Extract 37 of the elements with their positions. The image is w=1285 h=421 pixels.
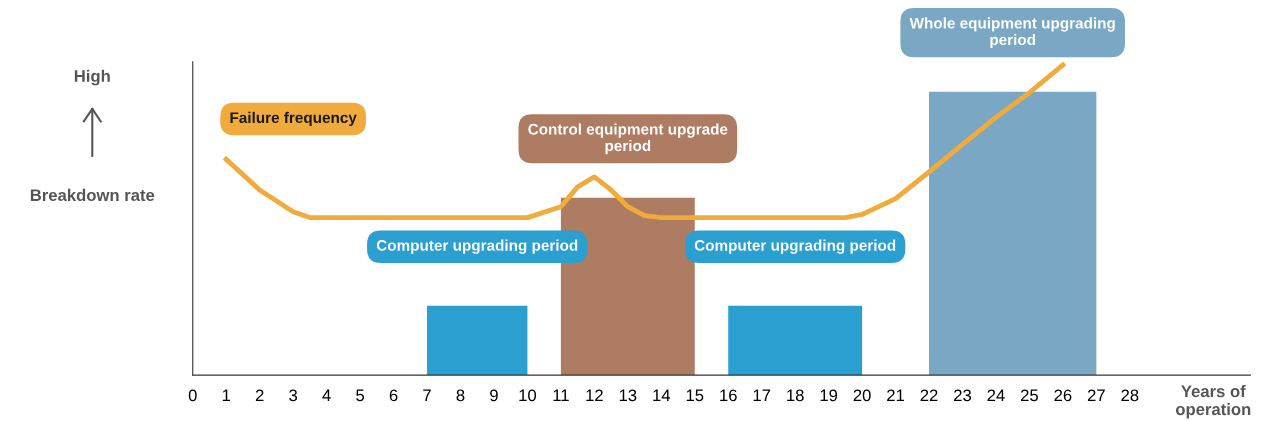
x-tick-label: 20 (853, 389, 871, 402)
text: Computer upgrading period (376, 239, 578, 254)
x-tick-label: 27 (1087, 389, 1105, 402)
x-tick-label: 19 (820, 389, 838, 402)
x-tick-label: 24 (987, 389, 1005, 402)
x-tick-label: 21 (887, 389, 905, 402)
x-tick-label: 10 (519, 389, 537, 402)
x-tick-label: 22 (920, 389, 938, 402)
x-tick-label: 11 (553, 389, 569, 402)
text: Computer upgrading period (694, 239, 896, 254)
text: Whole equipment upgrading period (909, 17, 1115, 49)
text: High (74, 69, 110, 86)
x-tick-label: 26 (1054, 389, 1072, 402)
x-tick-label: 28 (1121, 389, 1139, 402)
x-tick-label: 8 (456, 389, 465, 402)
x-tick-label: 5 (356, 389, 365, 402)
x-tick-label: 16 (720, 389, 737, 402)
x-tick-label: 14 (653, 389, 671, 402)
x-tick-label: 12 (586, 389, 603, 402)
y-axis-title: Breakdown rate (30, 188, 155, 202)
x-tick-label: 3 (289, 389, 298, 402)
text: Control equipment upgrade period (528, 123, 728, 155)
x-tick-label: 7 (423, 389, 431, 402)
x-axis-title: Years of operation (1175, 384, 1251, 419)
x-tick-label: 13 (619, 389, 637, 402)
x-tick-label: 25 (1020, 389, 1038, 402)
x-tick-label: 4 (322, 389, 331, 402)
x-tick-label: 9 (490, 389, 498, 402)
x-tick-label: 15 (686, 389, 704, 402)
x-tick-label: 0 (188, 389, 197, 402)
x-tick-label: 17 (753, 389, 771, 402)
text: Failure frequency (230, 111, 357, 127)
x-tick-label: 23 (954, 389, 972, 402)
x-tick-label: 18 (787, 389, 804, 402)
x-tick-label: 6 (389, 389, 398, 402)
x-tick-label: 1 (222, 389, 231, 402)
x-tick-label: 2 (255, 389, 264, 402)
